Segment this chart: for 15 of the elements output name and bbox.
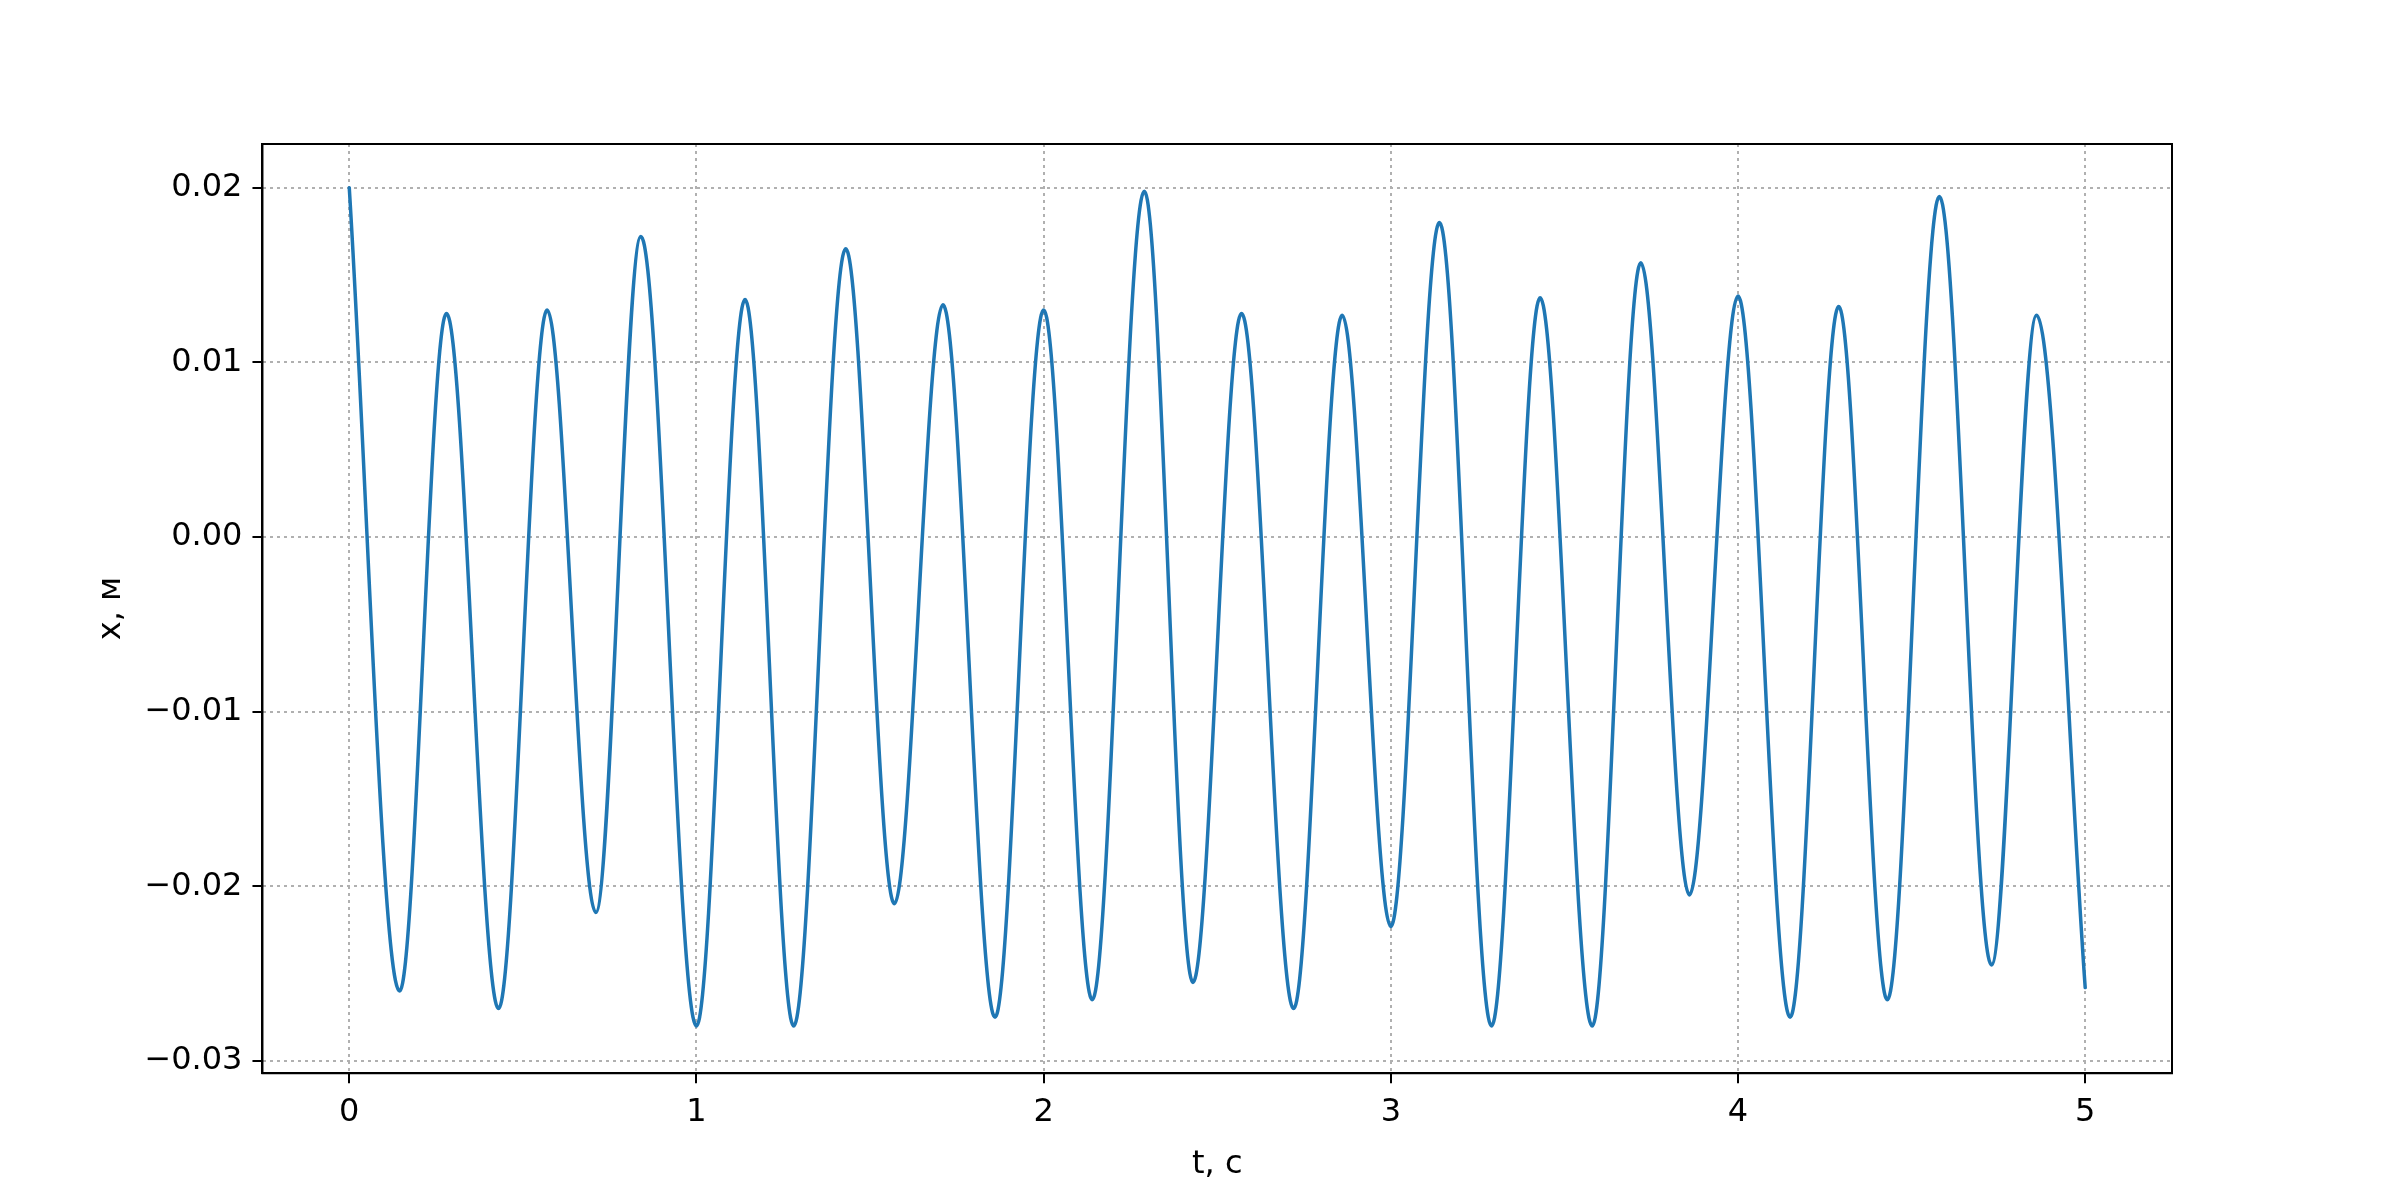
y-tick-label: −0.01 — [144, 689, 243, 728]
x-tick-label: 3 — [1380, 1090, 1402, 1129]
x-tick-label: 5 — [2075, 1090, 2096, 1129]
x-tick-label: 1 — [686, 1090, 707, 1129]
y-tick-label: −0.02 — [144, 864, 243, 903]
x-tick-label: 2 — [1033, 1090, 1054, 1129]
line-series — [347, 185, 2087, 1028]
y-axis-title: x, м — [89, 576, 128, 641]
x-tick-label: 4 — [1727, 1090, 1749, 1129]
x-tick-label: 0 — [339, 1090, 360, 1129]
y-tick-label: −0.03 — [144, 1039, 243, 1078]
y-tick-label: 0.01 — [171, 340, 243, 379]
y-tick-label: 0.00 — [171, 515, 243, 554]
y-tick-label: 0.02 — [171, 165, 243, 204]
x-axis-title: t, с — [1191, 1143, 1243, 1182]
